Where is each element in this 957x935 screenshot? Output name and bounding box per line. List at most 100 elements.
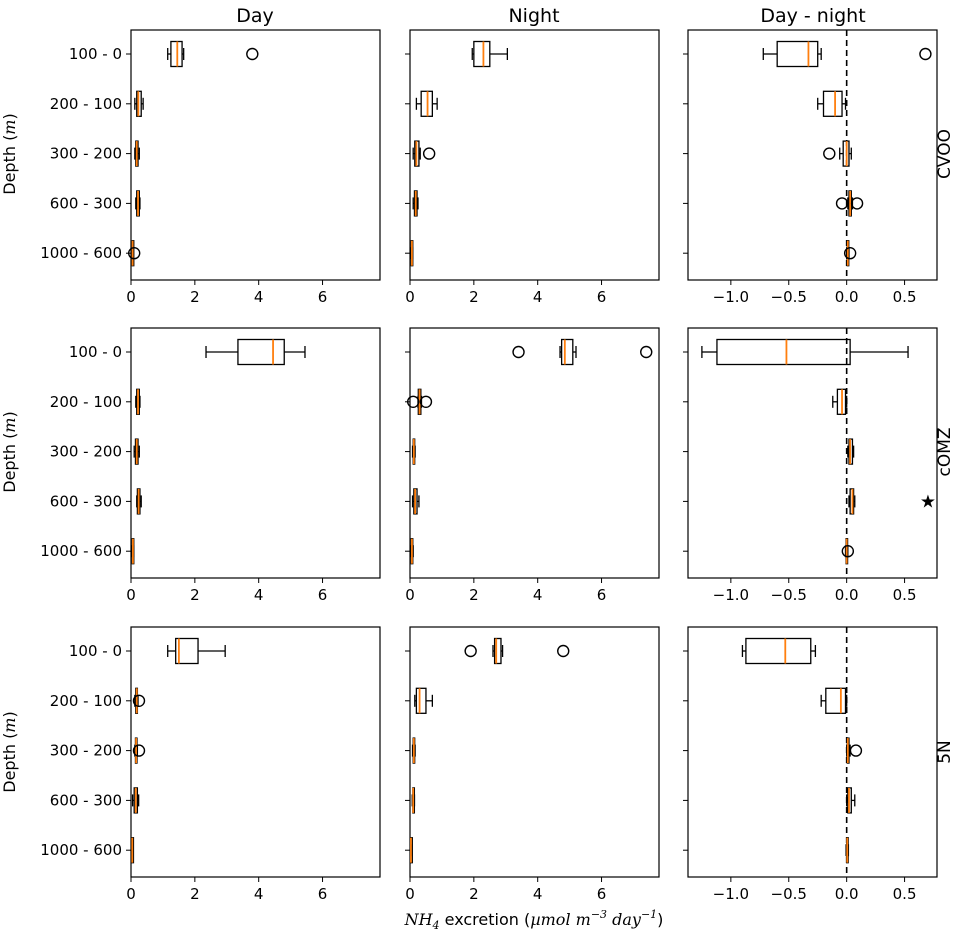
column-title-day: Day xyxy=(236,5,274,27)
box-300-200 xyxy=(412,140,436,167)
y-tick-label: 300 - 200 xyxy=(50,145,122,163)
y-tick-label: 100 - 0 xyxy=(69,343,122,361)
box-iqr xyxy=(175,637,199,665)
outlier-point xyxy=(557,644,570,658)
x-tick-label: 4 xyxy=(533,288,543,306)
box-1000-600 xyxy=(127,240,141,267)
box-100-0 xyxy=(762,40,932,68)
box-300-200 xyxy=(134,140,140,167)
x-tick-label: 0.5 xyxy=(893,288,917,306)
y-axis-label-suffix: ) xyxy=(0,711,19,717)
y-axis-label-row-3: Depth (m) xyxy=(0,711,19,792)
panel-r3-c1: 0 2 4 6 100 - 0 200 - 100 300 - 200 600 - 300 10… xyxy=(40,626,381,903)
box-300-200 xyxy=(132,737,146,764)
panel-frame xyxy=(409,327,660,579)
y-tick-label: 200 - 100 xyxy=(50,692,122,710)
box-100-0 xyxy=(471,40,509,68)
box-600-300 xyxy=(411,787,416,814)
x-tick-label: −0.5 xyxy=(771,288,807,306)
box-200-100 xyxy=(134,90,144,117)
box-600-300 xyxy=(136,488,142,515)
y-tick-label: 1000 - 600 xyxy=(40,244,122,262)
outlier-point xyxy=(246,47,259,61)
box-200-100 xyxy=(414,687,433,714)
y-tick-label: 300 - 200 xyxy=(50,443,122,461)
x-tick-label: 6 xyxy=(318,885,328,903)
box-600-300 xyxy=(411,488,420,515)
box-iqr xyxy=(822,90,843,117)
outlier-point xyxy=(419,395,433,408)
x-tick-label: 2 xyxy=(469,586,479,604)
x-axis-label-suffix: ) xyxy=(657,910,663,929)
panel-r1-c1: 0 2 4 6 100 - 0 200 - 100 300 - 200 600 - 300 10… xyxy=(40,29,381,306)
x-tick-label: −1.0 xyxy=(713,885,749,903)
column-titles: Day Night Day - night xyxy=(236,5,865,27)
panel-r3-c2: 0 2 4 6 xyxy=(405,626,660,903)
outlier-point xyxy=(127,246,141,260)
panel-r2-c3: −1.0 −0.5 0.0 0.5 xyxy=(683,327,938,604)
column-title-day-minus-night: Day - night xyxy=(760,5,865,27)
panel-frame xyxy=(130,29,381,281)
outlier-point xyxy=(406,395,420,408)
panel-r3-c3: −1.0 −0.5 0.0 0.5 xyxy=(683,626,938,903)
y-tick-label: 200 - 100 xyxy=(50,393,122,411)
panel-r1-c2: 0 2 4 6 xyxy=(405,29,660,306)
x-tick-label: 2 xyxy=(469,288,479,306)
x-tick-label: −0.5 xyxy=(771,885,807,903)
row-label-cvoo: CVOO xyxy=(935,129,955,179)
box-600-300 xyxy=(412,190,419,217)
panel-r2-c1: 0 2 4 6 100 - 0 200 - 100 300 - 200 600 - 300 10… xyxy=(40,327,381,604)
box-100-0 xyxy=(741,637,817,665)
x-axis-label-unit: µmol m xyxy=(530,910,591,929)
box-200-100 xyxy=(817,90,847,117)
box-300-200 xyxy=(133,438,140,465)
y-axis-labels: Depth (m) Depth (m) Depth (m) xyxy=(0,113,19,792)
outlier-point xyxy=(850,197,864,210)
panel-r2-c2: 0 2 4 6 xyxy=(405,327,660,604)
x-tick-label: 2 xyxy=(190,586,200,604)
box-600-300 xyxy=(131,787,140,814)
column-title-night: Night xyxy=(508,5,559,27)
outlier-point xyxy=(512,345,525,359)
outlier-point xyxy=(132,744,146,757)
box-200-100 xyxy=(820,687,848,714)
x-axis-label-var: NH xyxy=(404,910,434,929)
y-tick-label: 200 - 100 xyxy=(50,95,122,113)
x-tick-label: −0.5 xyxy=(771,586,807,604)
box-300-200 xyxy=(411,737,416,764)
box-100-0 xyxy=(167,637,226,665)
box-100-0 xyxy=(167,40,259,68)
box-200-100 xyxy=(135,388,141,415)
box-1000-600 xyxy=(410,538,414,565)
box-300-200 xyxy=(411,438,416,465)
outlier-point xyxy=(640,345,653,359)
x-tick-label: 4 xyxy=(254,288,264,306)
x-tick-label: 2 xyxy=(190,288,200,306)
y-tick-label: 600 - 300 xyxy=(50,791,122,809)
row-label-comz: cOMZ xyxy=(935,427,955,476)
box-1000-600 xyxy=(131,538,135,565)
panel-r1-c3: −1.0 −0.5 0.0 0.5 xyxy=(683,29,938,306)
x-tick-label: 4 xyxy=(533,586,543,604)
x-axis-label-unit2: day xyxy=(607,910,642,929)
x-tick-label: 6 xyxy=(318,288,328,306)
box-600-300 xyxy=(848,488,856,515)
box-200-100 xyxy=(132,687,146,714)
x-tick-label: 0 xyxy=(405,288,415,306)
x-tick-label: 0.5 xyxy=(893,586,917,604)
x-axis-label-sup2: −1 xyxy=(641,908,657,921)
x-tick-label: 0 xyxy=(405,885,415,903)
box-1000-600 xyxy=(409,837,413,864)
x-axis-label-mid: excretion ( xyxy=(440,910,531,929)
row-label-5n: 5N xyxy=(935,740,955,764)
y-axis-label-row-1: Depth (m) xyxy=(0,113,19,194)
panel-frame xyxy=(409,626,660,878)
box-600-300 xyxy=(135,190,141,217)
x-tick-label: 0.0 xyxy=(835,586,859,604)
box-1000-600 xyxy=(843,240,857,267)
x-axis-label: NH4 excretion (µmol m−3 day−1) xyxy=(404,908,664,932)
panel-frame xyxy=(409,29,660,281)
y-tick-label: 300 - 200 xyxy=(50,742,122,760)
x-tick-label: −1.0 xyxy=(713,288,749,306)
box-1000-600 xyxy=(410,240,414,267)
